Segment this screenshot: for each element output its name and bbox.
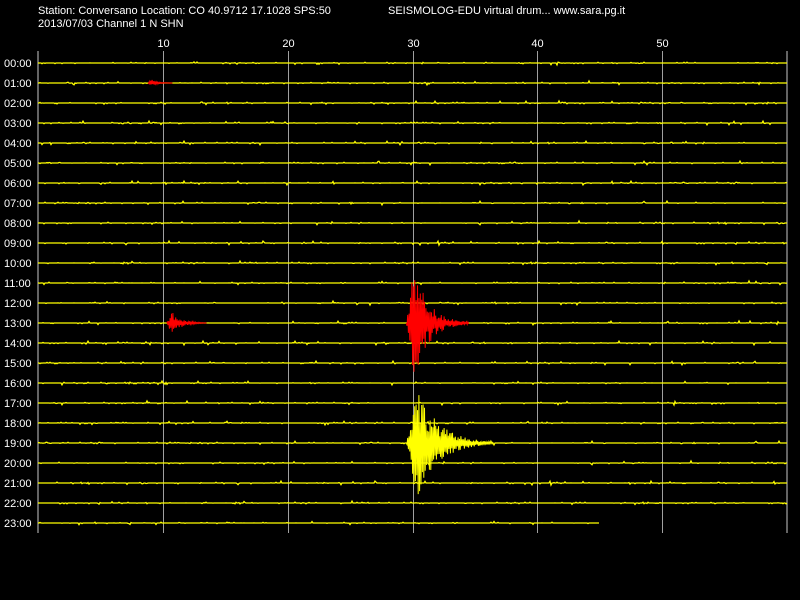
seismic-event-3 xyxy=(405,395,494,495)
hour-label: 06:00 xyxy=(4,178,32,190)
hour-label: 22:00 xyxy=(4,498,32,510)
trace-hour-0500 xyxy=(38,159,787,167)
hour-label: 14:00 xyxy=(4,338,32,350)
hour-label: 20:00 xyxy=(4,458,32,470)
trace-hour-0000 xyxy=(38,60,787,67)
x-tick-label: 30 xyxy=(407,38,419,50)
trace-hour-0900 xyxy=(38,239,787,247)
hour-label: 10:00 xyxy=(4,258,32,270)
hour-label: 17:00 xyxy=(4,398,32,410)
trace-hour-1700 xyxy=(38,399,787,407)
x-tick-label: 20 xyxy=(282,38,294,50)
trace-hour-2200 xyxy=(38,499,788,506)
trace-hour-1600 xyxy=(38,379,787,387)
hour-label: 12:00 xyxy=(4,298,32,310)
trace-hour-2100 xyxy=(38,479,787,487)
hour-label: 08:00 xyxy=(4,218,32,230)
trace-hour-0400 xyxy=(38,139,787,146)
trace-hour-0300 xyxy=(38,119,787,127)
x-tick-label: 40 xyxy=(531,38,543,50)
hour-label: 05:00 xyxy=(4,158,32,170)
hour-label: 09:00 xyxy=(4,238,32,250)
hour-label: 07:00 xyxy=(4,198,32,210)
hour-label: 18:00 xyxy=(4,418,32,430)
x-tick-label: 50 xyxy=(656,38,668,50)
trace-hour-1000 xyxy=(38,259,787,266)
hour-label: 15:00 xyxy=(4,358,32,370)
x-tick-labels: 10 20 30 40 50 xyxy=(157,38,668,50)
date-channel-info: 2013/07/03 Channel 1 N SHN xyxy=(38,18,184,30)
hour-label: 00:00 xyxy=(4,58,32,70)
x-tick-label: 10 xyxy=(157,38,169,50)
hour-label: 16:00 xyxy=(4,378,32,390)
hour-label: 11:00 xyxy=(4,278,31,290)
hour-label: 02:00 xyxy=(4,98,32,110)
trace-hour-0200 xyxy=(38,99,787,106)
hour-label: 21:00 xyxy=(4,478,32,490)
trace-hour-1800 xyxy=(38,420,788,427)
hour-label: 13:00 xyxy=(4,318,32,330)
trace-hour-0700 xyxy=(38,199,787,207)
hour-label: 01:00 xyxy=(4,78,32,90)
trace-hour-1100 xyxy=(38,279,788,286)
hour-label: 03:00 xyxy=(4,118,32,130)
hour-label: 04:00 xyxy=(4,138,32,150)
seismic-events xyxy=(147,79,494,495)
hour-label: 23:00 xyxy=(4,518,32,530)
software-info: SEISMOLOG-EDU virtual drum... www.sara.p… xyxy=(388,5,626,17)
trace-hour-0600 xyxy=(38,179,788,187)
seismic-event-0 xyxy=(147,79,173,86)
trace-hour-2300 xyxy=(38,520,599,526)
station-info: Station: Conversano Location: CO 40.9712… xyxy=(38,5,331,17)
seismic-event-2 xyxy=(405,280,470,372)
hour-label: 19:00 xyxy=(4,438,32,450)
hour-labels: 00:00 01:00 02:00 03:00 04:00 05:00 06:00 07:00… xyxy=(4,58,32,530)
seismic-event-1 xyxy=(166,312,207,332)
trace-hour-0800 xyxy=(38,219,787,226)
